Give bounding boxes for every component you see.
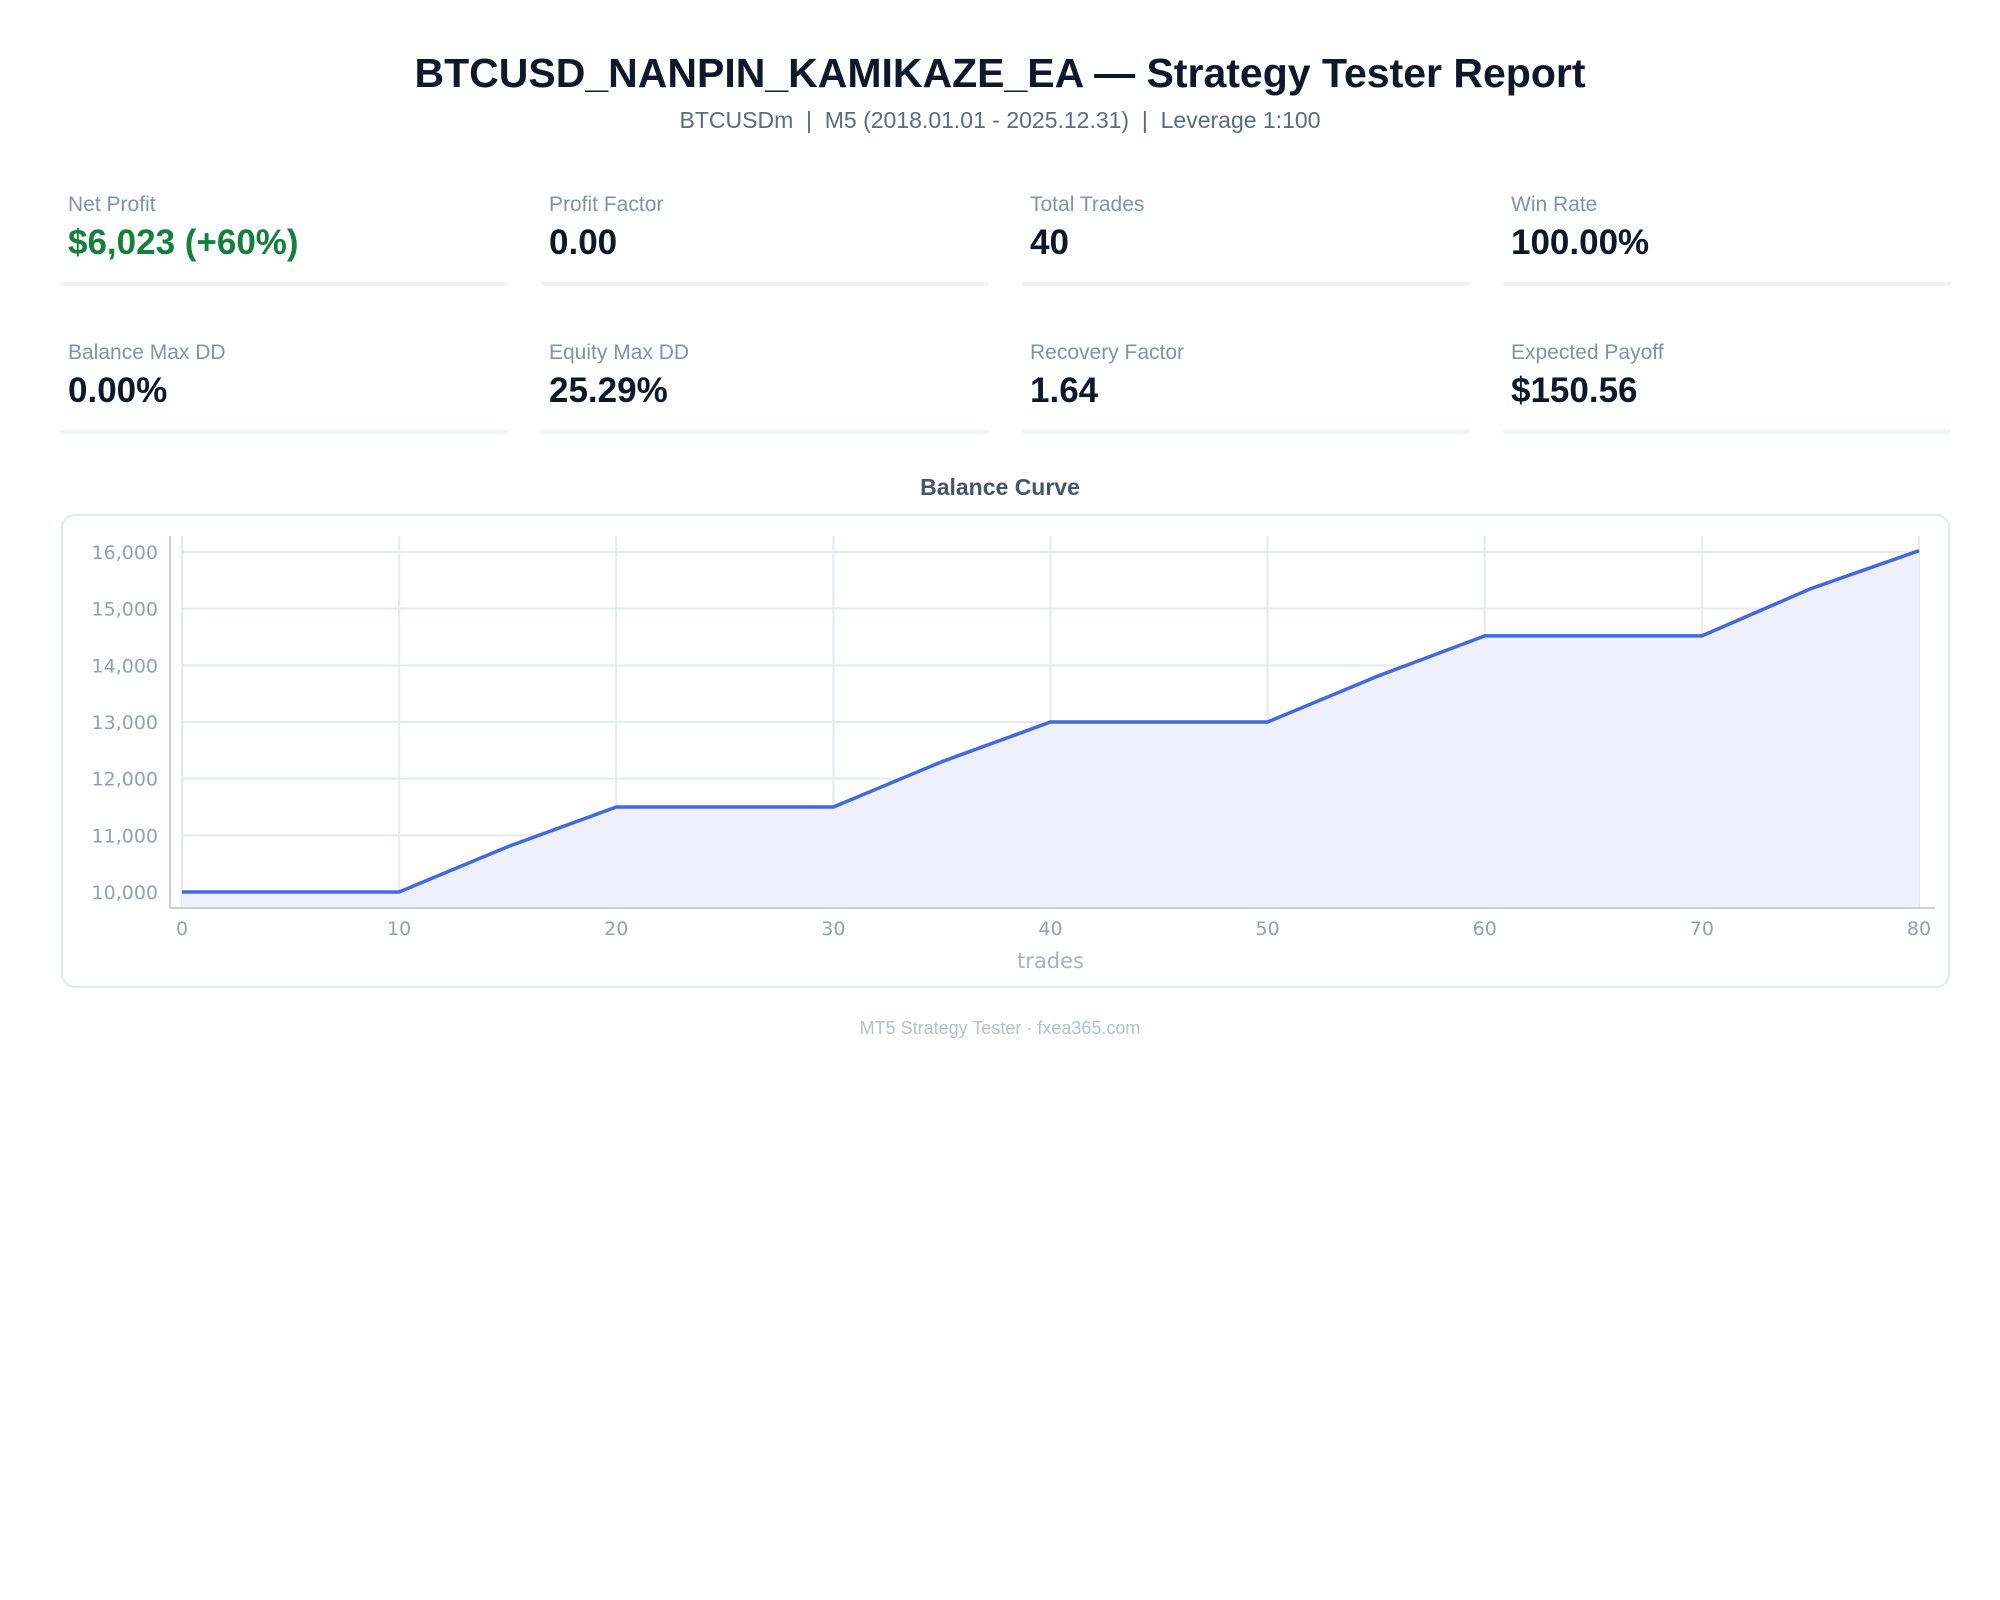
metric-value: 25.29% bbox=[549, 371, 668, 410]
metric-label: Profit Factor bbox=[549, 193, 664, 216]
x-tick-label: 40 bbox=[1038, 918, 1062, 940]
metric-card-expected-payoff: Expected Payoff $150.56 bbox=[1503, 326, 1951, 434]
metrics-grid: Net Profit $6,023 (+60%) Profit Factor 0… bbox=[60, 178, 1951, 434]
balance-chart: 10,000 11,000 12,000 13,000 14,000 15,000 16,0… bbox=[92, 536, 1935, 973]
metric-label: Balance Max DD bbox=[68, 341, 226, 364]
y-tick-label: 15,000 bbox=[92, 599, 158, 621]
metric-value: $6,023 (+60%) bbox=[68, 223, 299, 262]
y-tick-label: 13,000 bbox=[92, 712, 158, 734]
balance-chart-card: 10,000 11,000 12,000 13,000 14,000 15,000 16,0… bbox=[61, 514, 1950, 988]
x-tick-label: 80 bbox=[1907, 918, 1931, 940]
metric-label: Net Profit bbox=[68, 193, 156, 216]
metric-value: 0.00% bbox=[68, 371, 168, 410]
y-tick-label: 11,000 bbox=[92, 825, 158, 847]
metric-label: Win Rate bbox=[1511, 193, 1598, 216]
metric-card-balance-max-dd: Balance Max DD 0.00% bbox=[60, 326, 508, 434]
page-title: BTCUSD_NANPIN_KAMIKAZE_EA — Strategy Tes… bbox=[414, 50, 1586, 96]
metric-card-total-trades: Total Trades 40 bbox=[1022, 178, 1470, 286]
metric-value: 1.64 bbox=[1030, 371, 1099, 410]
metric-value: 0.00 bbox=[549, 223, 618, 262]
metric-card-net-profit: Net Profit $6,023 (+60%) bbox=[60, 178, 508, 286]
metric-card-equity-max-dd: Equity Max DD 25.29% bbox=[541, 326, 989, 434]
metric-label: Recovery Factor bbox=[1030, 341, 1185, 364]
metric-value: $150.56 bbox=[1511, 371, 1638, 410]
metric-label: Total Trades bbox=[1030, 193, 1145, 216]
x-tick-label: 10 bbox=[387, 918, 411, 940]
balance-area-fill bbox=[182, 550, 1919, 908]
page-subtitle: BTCUSDm | M5 (2018.01.01 - 2025.12.31) |… bbox=[679, 107, 1321, 133]
y-tick-label: 14,000 bbox=[92, 655, 158, 677]
metric-value: 100.00% bbox=[1511, 223, 1650, 262]
x-tick-label: 0 bbox=[176, 918, 188, 940]
x-axis-label: trades bbox=[1017, 949, 1084, 973]
x-tick-label: 70 bbox=[1690, 918, 1714, 940]
metric-card-profit-factor: Profit Factor 0.00 bbox=[541, 178, 989, 286]
metric-card-win-rate: Win Rate 100.00% bbox=[1503, 178, 1951, 286]
x-tick-label: 30 bbox=[821, 918, 845, 940]
metric-label: Expected Payoff bbox=[1511, 341, 1664, 364]
metric-value: 40 bbox=[1030, 223, 1069, 262]
metric-card-recovery-factor: Recovery Factor 1.64 bbox=[1022, 326, 1470, 434]
x-tick-label: 60 bbox=[1473, 918, 1497, 940]
y-tick-label: 10,000 bbox=[92, 882, 158, 904]
x-tick-label: 20 bbox=[604, 918, 628, 940]
x-tick-label: 50 bbox=[1256, 918, 1280, 940]
balance-series-line bbox=[182, 549, 1920, 894]
metric-label: Equity Max DD bbox=[549, 341, 690, 364]
footer-text: MT5 Strategy Tester · fxea365.com bbox=[859, 1018, 1141, 1038]
y-tick-label: 12,000 bbox=[92, 769, 158, 791]
y-tick-label: 16,000 bbox=[92, 542, 158, 564]
chart-title: Balance Curve bbox=[920, 474, 1080, 500]
